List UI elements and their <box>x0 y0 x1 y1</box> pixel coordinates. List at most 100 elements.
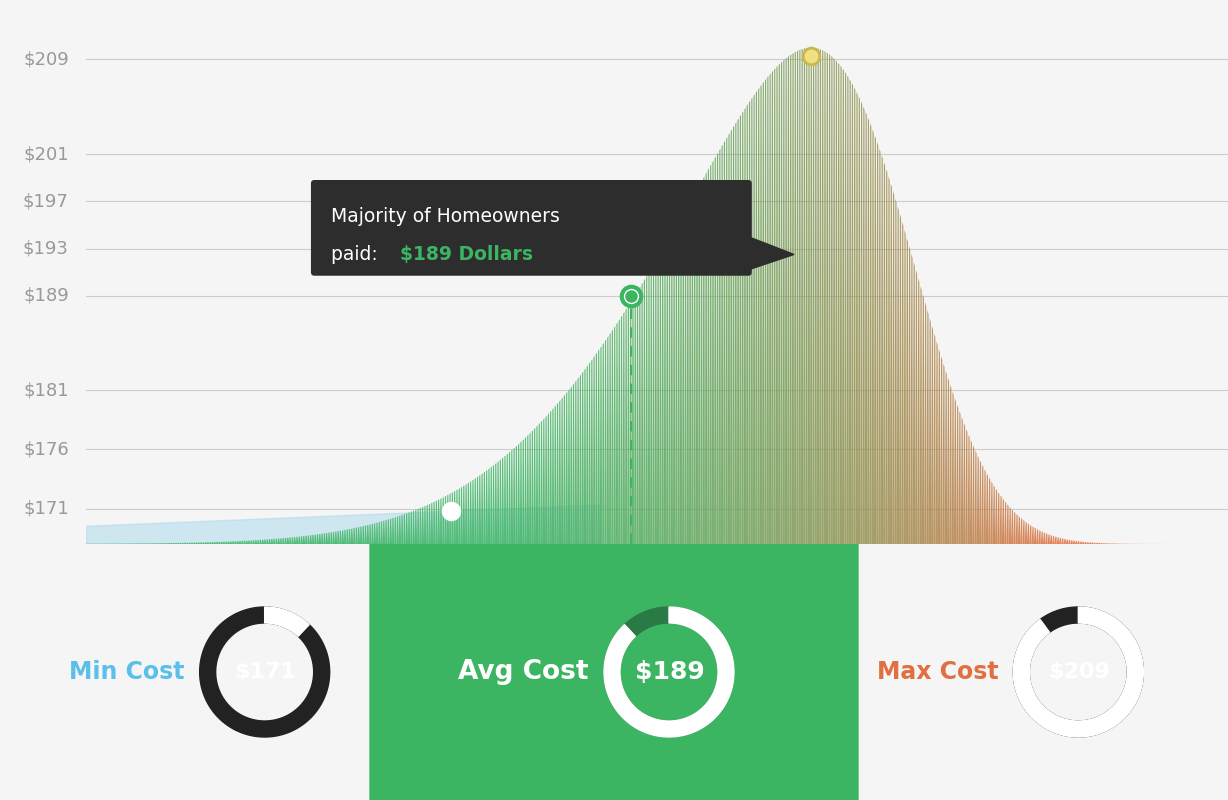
Polygon shape <box>846 75 849 544</box>
Polygon shape <box>920 286 922 544</box>
Polygon shape <box>376 522 378 544</box>
Polygon shape <box>453 491 456 544</box>
Polygon shape <box>643 279 646 544</box>
Polygon shape <box>582 371 583 544</box>
Polygon shape <box>975 450 976 544</box>
Polygon shape <box>1034 528 1036 544</box>
Polygon shape <box>970 440 973 544</box>
Polygon shape <box>1059 538 1061 544</box>
Polygon shape <box>922 294 925 544</box>
Polygon shape <box>812 48 814 544</box>
Polygon shape <box>742 111 744 544</box>
Polygon shape <box>317 534 319 544</box>
Polygon shape <box>602 343 604 544</box>
Polygon shape <box>357 527 360 544</box>
Polygon shape <box>995 489 997 544</box>
Polygon shape <box>426 505 429 544</box>
Polygon shape <box>481 474 484 544</box>
Text: $209: $209 <box>1049 662 1110 682</box>
Polygon shape <box>833 58 835 544</box>
Polygon shape <box>1043 533 1045 544</box>
Text: Avg Cost: Avg Cost <box>458 659 589 685</box>
Polygon shape <box>312 535 314 544</box>
Polygon shape <box>668 236 670 544</box>
Polygon shape <box>1013 607 1143 737</box>
Polygon shape <box>943 363 944 544</box>
Polygon shape <box>896 206 899 544</box>
Polygon shape <box>177 543 179 544</box>
Polygon shape <box>612 330 614 544</box>
Polygon shape <box>795 52 796 544</box>
Polygon shape <box>394 517 397 544</box>
Polygon shape <box>734 122 737 544</box>
Polygon shape <box>203 542 205 544</box>
Polygon shape <box>479 475 481 544</box>
Polygon shape <box>657 256 659 544</box>
Polygon shape <box>632 298 634 544</box>
Polygon shape <box>274 538 275 544</box>
Polygon shape <box>452 492 453 544</box>
Polygon shape <box>822 50 824 544</box>
Polygon shape <box>616 322 618 544</box>
Polygon shape <box>235 541 237 544</box>
Polygon shape <box>173 543 176 544</box>
Polygon shape <box>287 538 290 544</box>
Polygon shape <box>1008 507 1011 544</box>
Polygon shape <box>472 480 474 544</box>
Polygon shape <box>502 458 503 544</box>
Polygon shape <box>662 248 664 544</box>
Polygon shape <box>1029 525 1032 544</box>
Polygon shape <box>248 541 251 544</box>
Polygon shape <box>808 48 810 544</box>
Polygon shape <box>1095 543 1098 544</box>
FancyBboxPatch shape <box>311 180 752 276</box>
Polygon shape <box>941 356 943 544</box>
Polygon shape <box>837 63 840 544</box>
Polygon shape <box>176 543 177 544</box>
Polygon shape <box>264 539 266 544</box>
Polygon shape <box>214 542 216 544</box>
Polygon shape <box>650 267 652 544</box>
Polygon shape <box>801 49 803 544</box>
Polygon shape <box>620 315 623 544</box>
Polygon shape <box>532 430 534 544</box>
Polygon shape <box>1066 539 1068 544</box>
Polygon shape <box>893 191 894 544</box>
Polygon shape <box>575 381 577 544</box>
Polygon shape <box>433 502 436 544</box>
Polygon shape <box>810 48 812 544</box>
Text: $189: $189 <box>635 660 705 684</box>
Polygon shape <box>522 439 524 544</box>
Polygon shape <box>447 494 449 544</box>
Polygon shape <box>205 542 208 544</box>
Polygon shape <box>1084 542 1087 544</box>
Text: $176: $176 <box>23 441 69 458</box>
Polygon shape <box>890 184 893 544</box>
Polygon shape <box>243 541 246 544</box>
Polygon shape <box>689 200 691 544</box>
Polygon shape <box>559 400 561 544</box>
Polygon shape <box>596 353 598 544</box>
Polygon shape <box>168 543 171 544</box>
Polygon shape <box>865 112 867 544</box>
Polygon shape <box>495 463 497 544</box>
Polygon shape <box>171 543 173 544</box>
Polygon shape <box>550 410 551 544</box>
Polygon shape <box>1032 526 1034 544</box>
Polygon shape <box>604 607 734 737</box>
Polygon shape <box>763 82 764 544</box>
Polygon shape <box>511 450 513 544</box>
Polygon shape <box>301 536 303 544</box>
Polygon shape <box>280 538 282 544</box>
Polygon shape <box>219 542 221 544</box>
Polygon shape <box>436 501 437 544</box>
Polygon shape <box>888 176 890 544</box>
Polygon shape <box>1027 523 1029 544</box>
Polygon shape <box>449 494 452 544</box>
Polygon shape <box>567 389 570 544</box>
Polygon shape <box>731 130 732 544</box>
Polygon shape <box>225 542 227 544</box>
Polygon shape <box>285 538 287 544</box>
Polygon shape <box>904 230 906 544</box>
Polygon shape <box>200 607 329 737</box>
